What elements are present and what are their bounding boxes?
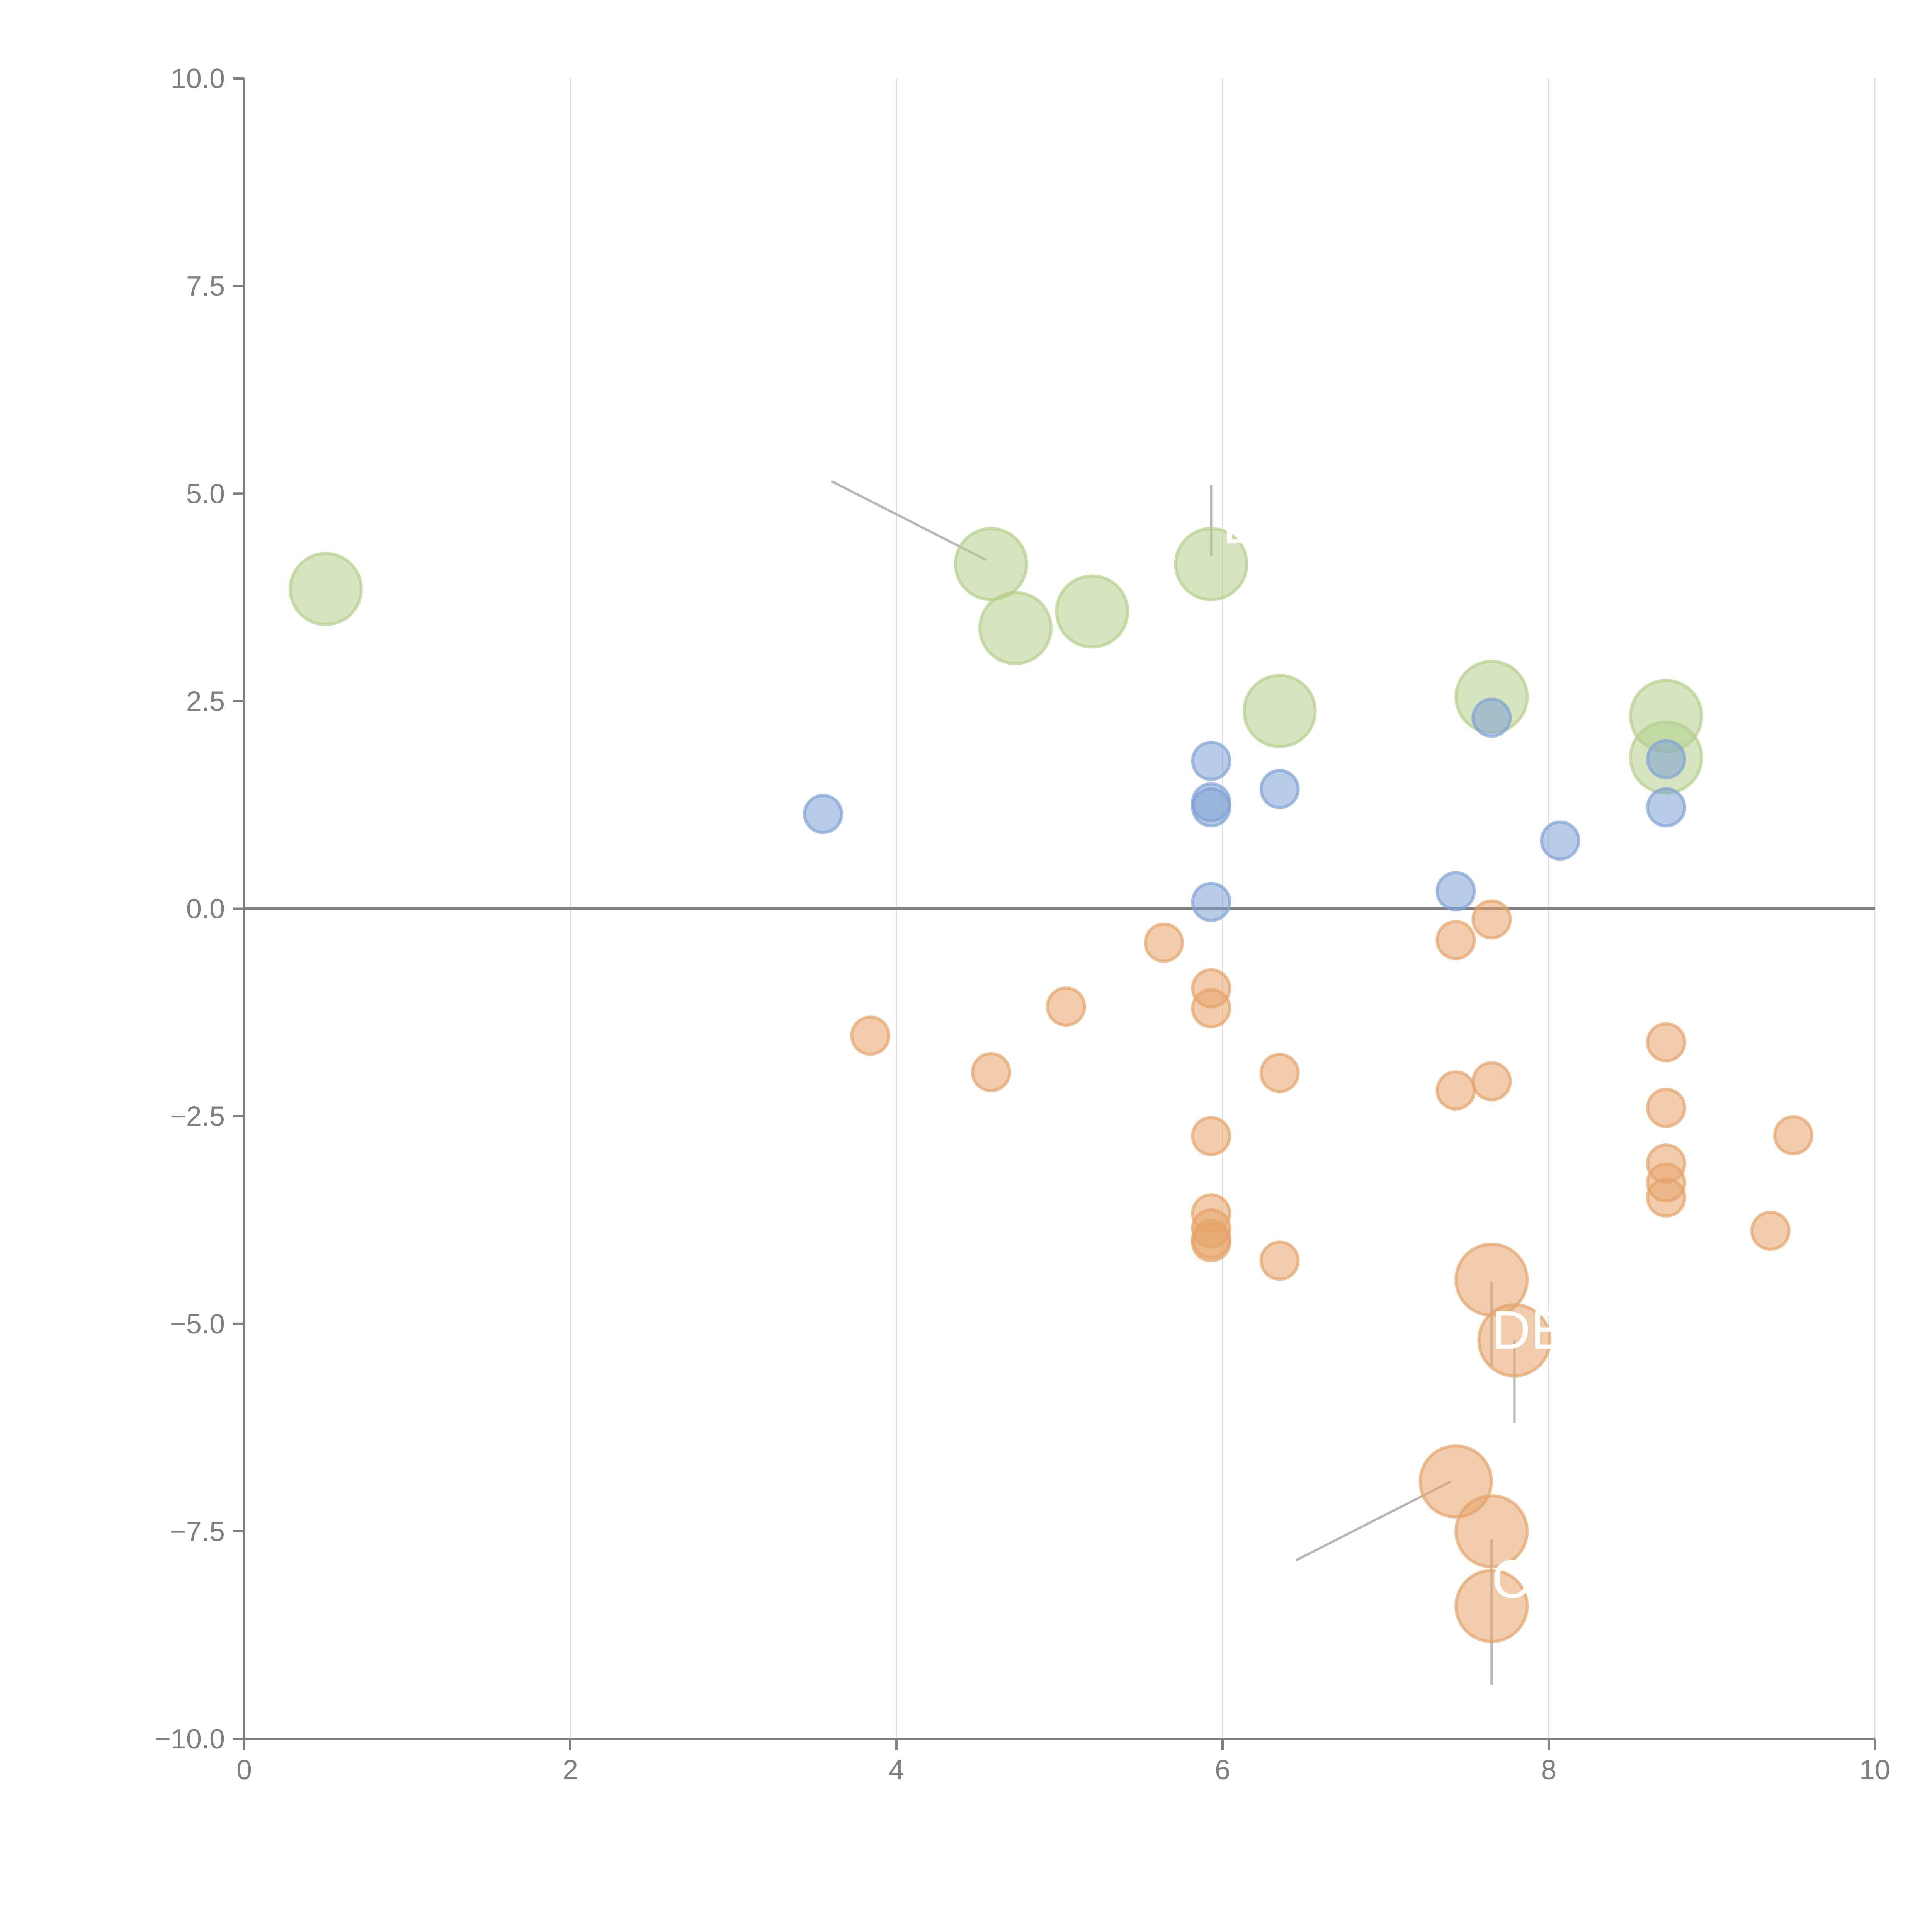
data-point-orange-large — [1454, 1569, 1529, 1643]
data-point-blue-small — [1191, 787, 1231, 828]
data-point-orange-small — [1144, 922, 1184, 963]
data-point-green-large — [954, 527, 1028, 601]
annotation-label: DE — [1492, 1299, 1566, 1360]
data-point-green-large — [289, 552, 363, 626]
y-tick-label: −7.5 — [170, 1516, 225, 1547]
data-point-orange-small — [1259, 1240, 1300, 1281]
data-point-blue-small — [1435, 871, 1476, 912]
y-tick-label: −5.0 — [170, 1309, 225, 1340]
data-point-blue-small — [1471, 697, 1512, 738]
data-point-orange-small — [1435, 1070, 1476, 1111]
data-point-orange-large — [1454, 1494, 1529, 1568]
y-tick-label: 7.5 — [186, 271, 225, 302]
x-tick-label: 2 — [563, 1755, 578, 1786]
x-tick-label: 4 — [889, 1755, 904, 1786]
annotation-label: C — [1492, 1549, 1531, 1609]
data-point-orange-small — [1646, 1177, 1686, 1218]
data-point-orange-small — [1471, 1061, 1512, 1102]
annotation-label: D — [1223, 494, 1262, 555]
data-point-blue-small — [1191, 882, 1231, 922]
data-point-blue-small — [1646, 787, 1686, 828]
y-tick-label: 0.0 — [186, 894, 225, 925]
y-tick-label: 2.5 — [186, 686, 225, 717]
data-point-orange-small — [1191, 1222, 1231, 1263]
data-point-orange-small — [1046, 986, 1086, 1027]
data-point-blue-small — [1540, 820, 1580, 861]
data-point-orange-small — [1773, 1115, 1813, 1156]
data-point-blue-small — [1191, 741, 1231, 781]
y-tick-label: 5.0 — [186, 478, 225, 509]
data-points — [289, 527, 1813, 1643]
data-point-orange-small — [1471, 899, 1512, 940]
x-tick-label: 8 — [1541, 1755, 1556, 1786]
y-tick-label: −10.0 — [155, 1724, 225, 1755]
data-point-orange-small — [1191, 988, 1231, 1029]
data-point-green-large — [978, 591, 1053, 665]
x-tick-label: 10 — [1859, 1755, 1890, 1786]
data-point-green-large — [1055, 574, 1129, 649]
x-tick-label: 6 — [1215, 1755, 1230, 1786]
data-point-blue-small — [803, 794, 844, 834]
data-point-orange-small — [1646, 1022, 1686, 1063]
data-point-green-large — [1242, 674, 1317, 748]
data-point-orange-small — [1191, 1116, 1231, 1156]
data-point-orange-small — [1259, 1053, 1300, 1093]
data-point-orange-small — [1750, 1211, 1791, 1251]
data-point-orange-large — [1477, 1303, 1552, 1378]
data-point-orange-small — [850, 1015, 891, 1056]
y-tick-label: −2.5 — [170, 1101, 225, 1132]
annotations: D DE C — [1223, 494, 1567, 1609]
axes: 0 2 4 6 8 10 10.0 7.5 5.0 2.5 0.0 −2.5 −5.0 −7.5 −10.0 — [155, 63, 1890, 1786]
data-point-green-large — [1174, 527, 1248, 601]
x-tick-label: 0 — [236, 1755, 252, 1786]
annotation-leader-lines — [830, 480, 1516, 1685]
data-point-blue-small — [1259, 769, 1300, 810]
y-tick-label: 10.0 — [171, 63, 225, 94]
data-point-orange-small — [1435, 920, 1476, 961]
data-point-blue-small — [1646, 739, 1686, 779]
data-point-orange-small — [1646, 1088, 1686, 1128]
data-point-orange-small — [971, 1052, 1011, 1092]
